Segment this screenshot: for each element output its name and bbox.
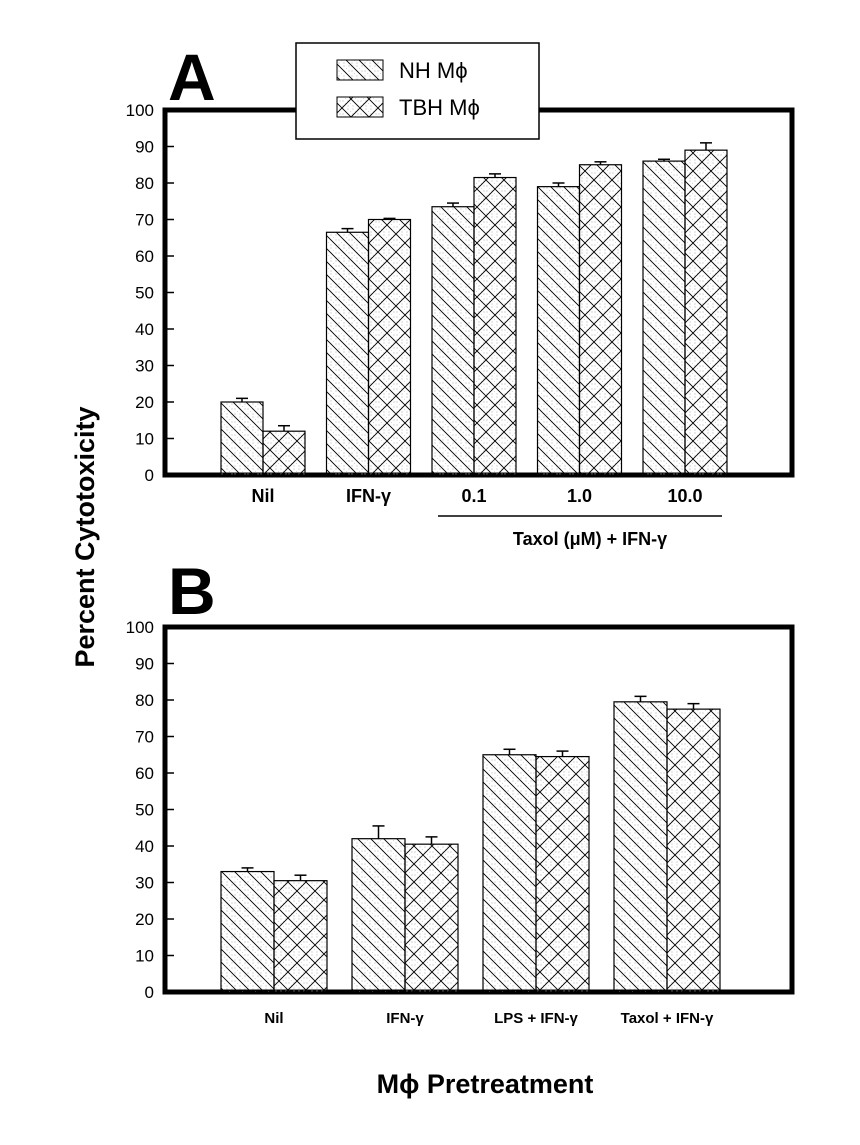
panel-b-bar-nh: [220, 870, 275, 993]
panel-a-bar-nh: [431, 206, 475, 476]
panel-a-category-label: 10.0: [667, 486, 702, 506]
panel-b-y-tick-label: 60: [135, 764, 154, 783]
panel-a-bar-nh: [536, 186, 581, 476]
panel-b-category-label: Taxol + IFN-γ: [621, 1010, 714, 1027]
panel-a-y-tick-label: 30: [135, 357, 154, 376]
panel-b-y-tick-label: 50: [135, 801, 154, 820]
panel-a-group-label: Taxol (μM) + IFN-γ: [513, 529, 667, 549]
panel-b-bar-nh: [351, 838, 406, 993]
panel-a-category-label: Nil: [251, 486, 274, 506]
panel-b-bar-tbh: [666, 708, 721, 993]
panel-b-bar-tbh: [273, 880, 328, 993]
legend-label-tbh: TBH Mϕ: [399, 95, 480, 120]
panel-b-y-tick-label: 30: [135, 874, 154, 893]
legend-swatch-tbh: [336, 96, 384, 118]
panel-b-letter: B: [168, 554, 216, 628]
panel-a-y-tick-label: 60: [135, 247, 154, 266]
panel-b-y-tick-label: 70: [135, 728, 154, 747]
panel-a-letter: A: [168, 40, 216, 114]
panel-a-category-label: IFN-γ: [346, 486, 391, 506]
panel-a-y-tick-label: 80: [135, 174, 154, 193]
panel-a-y-tick-label: 100: [126, 101, 154, 120]
y-axis-title: Percent Cytotoxicity: [70, 406, 100, 667]
panel-b-category-label: LPS + IFN-γ: [494, 1010, 578, 1027]
panel-a-bar-tbh: [578, 164, 623, 476]
panel-a-y-tick-label: 0: [145, 466, 154, 485]
panel-b-y-tick-label: 0: [145, 983, 154, 1002]
panel-b-y-tick-label: 100: [126, 618, 154, 637]
panel-b-bar-nh: [482, 754, 537, 993]
panel-a-bar-nh: [220, 401, 264, 476]
x-axis-title: Mϕ Pretreatment: [377, 1069, 594, 1099]
legend-box: [295, 42, 540, 140]
panel-b-bar-tbh: [404, 843, 459, 993]
panel-b-category-label: Nil: [264, 1010, 283, 1027]
legend-label-nh: NH Mϕ: [399, 58, 468, 83]
panel-b-y-tick-label: 10: [135, 947, 154, 966]
panel-a-chart: 0 10 20 30 40 50 60 70 80 90 100 Nil IFN-γ 0.1 1.0 10.0: [126, 101, 728, 506]
panel-a-y-tick-label: 90: [135, 138, 154, 157]
panel-a-y-tick-label: 10: [135, 430, 154, 449]
panel-a-bar-tbh: [684, 149, 728, 476]
panel-a-bar-nh: [642, 160, 686, 476]
panel-a-bar-tbh: [473, 176, 517, 476]
panel-b-y-tick-label: 80: [135, 691, 154, 710]
panel-a-category-label: 0.1: [461, 486, 486, 506]
panel-a-bar-tbh: [262, 430, 306, 476]
panel-b-bar-nh: [613, 701, 668, 993]
panel-b-y-tick-label: 20: [135, 910, 154, 929]
panel-a-category-label: 1.0: [567, 486, 592, 506]
panel-b-bar-tbh: [535, 755, 590, 993]
panel-a-y-tick-label: 20: [135, 393, 154, 412]
panel-b-category-label: IFN-γ: [386, 1010, 424, 1027]
panel-a-bar-nh: [325, 231, 370, 476]
legend: NH Mϕ TBH Mϕ: [295, 42, 540, 140]
panel-b-y-tick-label: 90: [135, 655, 154, 674]
panel-a-y-tick-label: 70: [135, 211, 154, 230]
panel-a-y-tick-label: 50: [135, 284, 154, 303]
panel-a-bar-tbh: [367, 218, 412, 476]
panel-a-y-tick-label: 40: [135, 320, 154, 339]
legend-swatch-nh: [336, 59, 384, 81]
panel-b-y-tick-label: 40: [135, 837, 154, 856]
panel-b-chart: 0 10 20 30 40 50 60 70 80 90 100 Nil IFN-γ LPS + IFN-…: [126, 618, 721, 1027]
